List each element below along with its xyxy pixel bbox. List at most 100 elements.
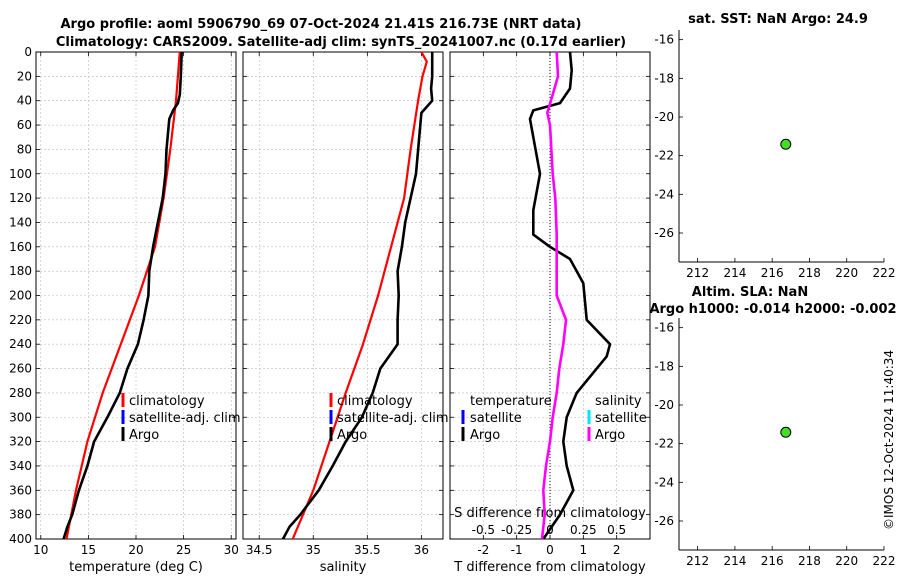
y-tick-label: 200	[9, 289, 32, 303]
map-y-tick-label: -20	[654, 398, 674, 412]
x-tick-label: 34.5	[246, 543, 273, 557]
x-tick-label: 0	[546, 543, 554, 557]
legend-s-satellite-label: satellite	[595, 411, 647, 426]
map-y-tick-label: -16	[654, 33, 674, 47]
timestamp-label: ©IMOS 12-Oct-2024 11:40:34	[882, 350, 896, 530]
y-tick-label: 100	[9, 167, 32, 181]
temperature-legend: climatology satellite-adj. clim Argo	[121, 393, 241, 443]
x-tick-label: 35	[306, 543, 321, 557]
salinity-legend: climatology satellite-adj. clim Argo	[329, 393, 449, 443]
x-tick-label: -2	[477, 543, 489, 557]
y-tick-label: 80	[17, 142, 32, 156]
y-tick-label: 160	[9, 240, 32, 254]
y-tick-label: 120	[9, 191, 32, 205]
series-line-argo	[62, 51, 183, 540]
series-line-climatology	[291, 51, 428, 540]
argo-location-marker	[780, 138, 792, 150]
argo-location-marker	[780, 426, 792, 438]
x-tick-label: 36	[414, 543, 429, 557]
x-tick-label: 2	[613, 543, 621, 557]
legend-s-argo-label: Argo	[595, 428, 625, 443]
x-tick-label: 30	[224, 543, 239, 557]
y-tick-label: 380	[9, 508, 32, 522]
series-line-argo	[281, 52, 434, 540]
y-tick-label: 220	[9, 313, 32, 327]
sla-map-title-line2: Argo h1000: -0.014 h2000: -0.002	[649, 302, 896, 317]
map-x-tick-label: 214	[723, 266, 746, 280]
map-y-tick-label: -18	[654, 359, 674, 373]
x-tick-label: 15	[81, 543, 96, 557]
map-y-tick-label: -26	[654, 514, 674, 528]
legend-t-satellite-label: satellite	[470, 411, 522, 426]
map-x-tick-label: 216	[761, 554, 784, 568]
salinity-axes: 34.5 35 35.5 36 salinity	[242, 51, 444, 575]
x-tick-label: 20	[128, 543, 143, 557]
y-tick-label: 20	[17, 69, 32, 83]
map-x-tick-label: 212	[686, 554, 709, 568]
map-x-tick-label: 218	[798, 554, 821, 568]
legend-satellite-label: satellite-adj. clim	[337, 411, 449, 426]
sst-map-title: sat. SST: NaN Argo: 24.9	[688, 12, 868, 27]
x-axis-label: temperature (deg C)	[69, 560, 203, 575]
y-tick-label: 280	[9, 386, 32, 400]
legend-temperature-header: temperature	[470, 394, 552, 409]
y-tick-label: 40	[17, 94, 32, 108]
map-x-tick-label: 212	[686, 266, 709, 280]
sst-map-axes: -16 -18 -20 -22 -24 -26 212 214 216 218 220 222	[654, 30, 895, 280]
map-y-tick-label: -24	[654, 475, 674, 489]
temperature-axes: 0 20 40 60 80 100 120 140 160 180 200 220 240 260 280 3…	[9, 45, 239, 575]
x-tick-label: 10	[33, 543, 48, 557]
sla-map-title-line1: Altim. SLA: NaN	[692, 285, 808, 300]
x-axis-label: salinity	[320, 560, 367, 575]
y-tick-label: 240	[9, 337, 32, 351]
y-tick-label: 260	[9, 362, 32, 376]
s-difference-tick-label: 0.25	[570, 523, 597, 537]
map-y-tick-label: -26	[654, 226, 674, 240]
y-tick-label: 340	[9, 459, 32, 473]
map-y-tick-label: -20	[654, 110, 674, 124]
y-tick-label: 320	[9, 435, 32, 449]
map-x-tick-label: 220	[835, 554, 858, 568]
legend-climatology-label: climatology	[129, 394, 205, 409]
y-tick-label: 0	[24, 45, 32, 59]
legend-t-argo-label: Argo	[470, 428, 500, 443]
s-difference-tick-label: -0.5	[472, 523, 495, 537]
x-tick-label: -1	[511, 543, 523, 557]
y-tick-label: 400	[9, 532, 32, 546]
legend-salinity-header: salinity	[595, 394, 642, 409]
map-y-tick-label: -22	[654, 437, 674, 451]
map-y-tick-label: -22	[654, 149, 674, 163]
y-tick-label: 60	[17, 118, 32, 132]
map-x-tick-label: 214	[723, 554, 746, 568]
x-tick-label: 25	[176, 543, 191, 557]
difference-axes: -2 -1 0 1 2 T difference from climatology S di…	[449, 51, 651, 575]
legend-satellite-label: satellite-adj. clim	[129, 411, 241, 426]
s-difference-tick-label: 0.5	[607, 523, 626, 537]
y-tick-label: 300	[9, 410, 32, 424]
y-tick-label: 180	[9, 264, 32, 278]
map-x-tick-label: 220	[835, 266, 858, 280]
sla-map-axes: -16 -18 -20 -22 -24 -26 212 214 216 218 220 222	[654, 318, 895, 568]
figure-title-line2: Climatology: CARS2009. Satellite-adj cli…	[56, 35, 626, 50]
map-y-tick-label: -24	[654, 187, 674, 201]
legend-argo-label: Argo	[129, 428, 159, 443]
map-x-tick-label: 218	[798, 266, 821, 280]
map-y-tick-label: -18	[654, 71, 674, 85]
legend-argo-label: Argo	[337, 428, 367, 443]
map-x-tick-label: 222	[873, 266, 896, 280]
map-x-tick-label: 216	[761, 266, 784, 280]
map-y-tick-label: -16	[654, 321, 674, 335]
y-tick-label: 140	[9, 215, 32, 229]
s-difference-axis-label: S difference from climatology	[454, 506, 646, 521]
s-difference-tick-label: -0.25	[501, 523, 532, 537]
difference-legend: temperature satellite Argo salinity sate…	[461, 394, 647, 443]
y-tick-label: 360	[9, 483, 32, 497]
figure-title-line1: Argo profile: aoml 5906790_69 07-Oct-202…	[61, 17, 582, 32]
map-x-tick-label: 222	[873, 554, 896, 568]
x-tick-label: 35.5	[354, 543, 381, 557]
series-line-climatology	[65, 51, 181, 540]
x-tick-label: 1	[580, 543, 588, 557]
legend-climatology-label: climatology	[337, 394, 413, 409]
x-axis-label: T difference from climatology	[453, 560, 646, 575]
